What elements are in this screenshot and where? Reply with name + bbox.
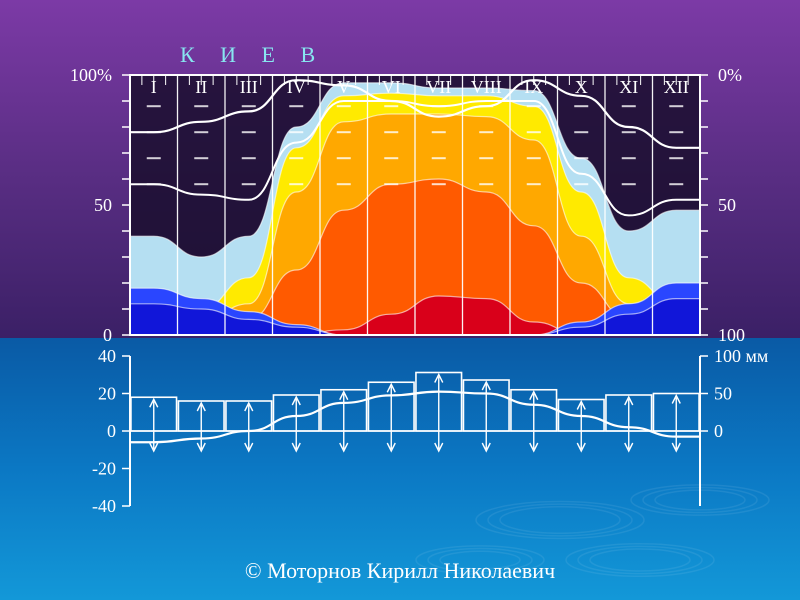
month-label: VII (426, 77, 451, 97)
upper-yright-tick: 0% (718, 65, 742, 85)
month-label: V (337, 77, 350, 97)
chart-title: К И Е В (180, 42, 325, 67)
lower-yleft-tick: 0 (107, 421, 116, 441)
credit-text: © Моторнов Кирилл Николаевич (245, 558, 555, 583)
month-label: XI (619, 77, 638, 97)
upper-yleft-tick: 100% (70, 65, 112, 85)
lower-yleft-tick: -20 (92, 459, 116, 479)
month-label: I (151, 77, 157, 97)
upper-yright-tick: 50 (718, 195, 736, 215)
lower-yleft-tick: 40 (98, 346, 116, 366)
month-label: IV (287, 77, 306, 97)
lower-yright-tick: 0 (714, 421, 723, 441)
upper-yright-tick: 100 (718, 325, 745, 345)
month-label: III (240, 77, 258, 97)
lower-yright-tick: 50 (714, 384, 732, 404)
month-label: VI (382, 77, 401, 97)
upper-yleft-tick: 0 (103, 325, 112, 345)
lower-yleft-tick: -40 (92, 496, 116, 516)
month-label: IX (524, 77, 543, 97)
climate-diagram: К И Е ВIIIIIIIVVVIVIIVIIIIXXXIXII100%500… (0, 0, 800, 600)
month-label: X (575, 77, 588, 97)
upper-chart: IIIIIIIVVVIVIIVIIIIXXXIXII100%5000%50100 (70, 65, 745, 345)
month-label: VIII (471, 77, 502, 97)
lower-yright-tick: 100 мм (714, 346, 768, 366)
month-label: XII (664, 77, 689, 97)
upper-yleft-tick: 50 (94, 195, 112, 215)
svg-canvas: К И Е ВIIIIIIIVVVIVIIVIIIIXXXIXII100%500… (0, 0, 800, 600)
lower-yleft-tick: 20 (98, 384, 116, 404)
month-label: II (195, 77, 207, 97)
